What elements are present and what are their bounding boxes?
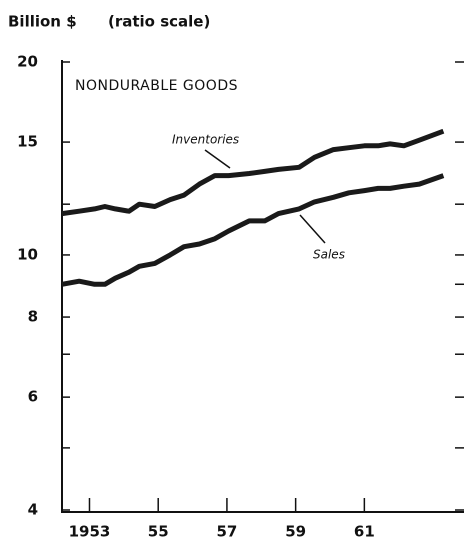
scale-note: (ratio scale) xyxy=(108,13,210,31)
x-tick-label: 57 xyxy=(216,523,237,541)
leader-line xyxy=(299,214,326,244)
series-label: Sales xyxy=(313,248,345,262)
y-tick-label: 20 xyxy=(17,53,38,71)
y-tick-label: 4 xyxy=(28,501,38,519)
y-tick-label: 6 xyxy=(28,388,38,406)
y-tick-label: 10 xyxy=(17,245,38,263)
series-label: Inventories xyxy=(172,133,239,147)
leader-line xyxy=(204,149,231,169)
y-tick-label: 15 xyxy=(17,133,38,151)
series-line xyxy=(61,128,445,217)
chart-title: NONDURABLE GOODS xyxy=(75,78,238,94)
y-axis-label: Billion $ xyxy=(8,13,77,31)
x-tick-label: 59 xyxy=(285,523,306,541)
y-tick-label: 8 xyxy=(28,308,38,326)
x-tick-label: 61 xyxy=(354,523,375,541)
series-line xyxy=(61,173,445,287)
x-tick-label: 1953 xyxy=(69,523,111,541)
x-tick-label: 55 xyxy=(148,523,169,541)
